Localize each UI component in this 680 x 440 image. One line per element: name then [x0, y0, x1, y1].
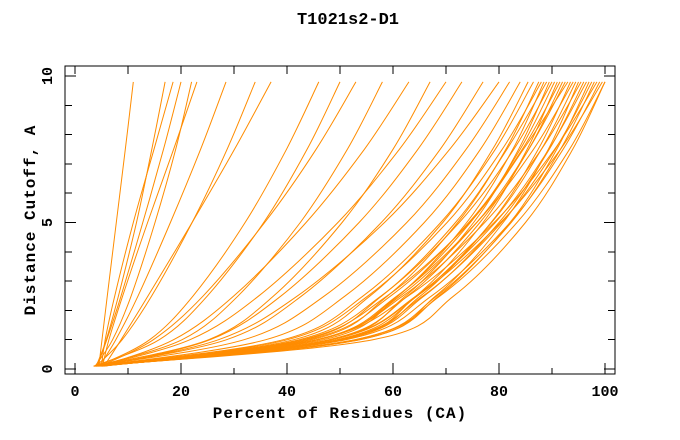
model-curve — [101, 81, 529, 367]
y-axis-title: Distance Cutoff, A — [22, 124, 40, 316]
model-curve — [102, 81, 198, 367]
model-curve — [97, 81, 521, 367]
model-curve — [94, 81, 606, 367]
model-curve — [96, 81, 601, 367]
model-curve — [93, 81, 341, 367]
x-tick-label: 100 — [591, 384, 618, 401]
model-curve — [98, 81, 598, 367]
model-curve — [98, 81, 447, 367]
x-tick-label: 0 — [70, 384, 79, 401]
model-curve — [94, 81, 193, 367]
x-axis-title: Percent of Residues (CA) — [212, 405, 468, 423]
x-tick-label: 80 — [490, 384, 508, 401]
model-curve — [103, 81, 587, 367]
model-curve — [101, 81, 577, 367]
x-tick-label: 40 — [278, 384, 296, 401]
model-curve — [102, 81, 463, 367]
model-curve — [102, 81, 569, 367]
model-curve — [100, 81, 548, 367]
model-curve — [95, 81, 256, 367]
model-curve — [94, 81, 550, 367]
model-curve — [99, 81, 500, 367]
model-curve — [101, 81, 174, 367]
model-curve — [96, 81, 484, 367]
model-curve — [101, 81, 603, 367]
model-curve — [103, 81, 272, 367]
x-tick-label: 20 — [172, 384, 190, 401]
model-curve — [101, 81, 410, 367]
chart-title: T1021s2-D1 — [296, 11, 400, 30]
y-tick-label: 0 — [40, 364, 57, 373]
model-curve — [93, 81, 511, 367]
model-curve — [104, 81, 542, 367]
x-tick-label: 60 — [384, 384, 402, 401]
y-tick-label: 5 — [40, 218, 57, 227]
model-curve — [100, 81, 357, 367]
model-curve — [98, 81, 134, 367]
model-curve — [98, 81, 227, 367]
model-curve — [97, 81, 320, 367]
curves-layer — [93, 81, 606, 367]
model-curve — [95, 81, 534, 367]
model-curve — [97, 81, 606, 367]
model-curve — [96, 81, 182, 367]
y-tick-label: 10 — [40, 67, 57, 85]
